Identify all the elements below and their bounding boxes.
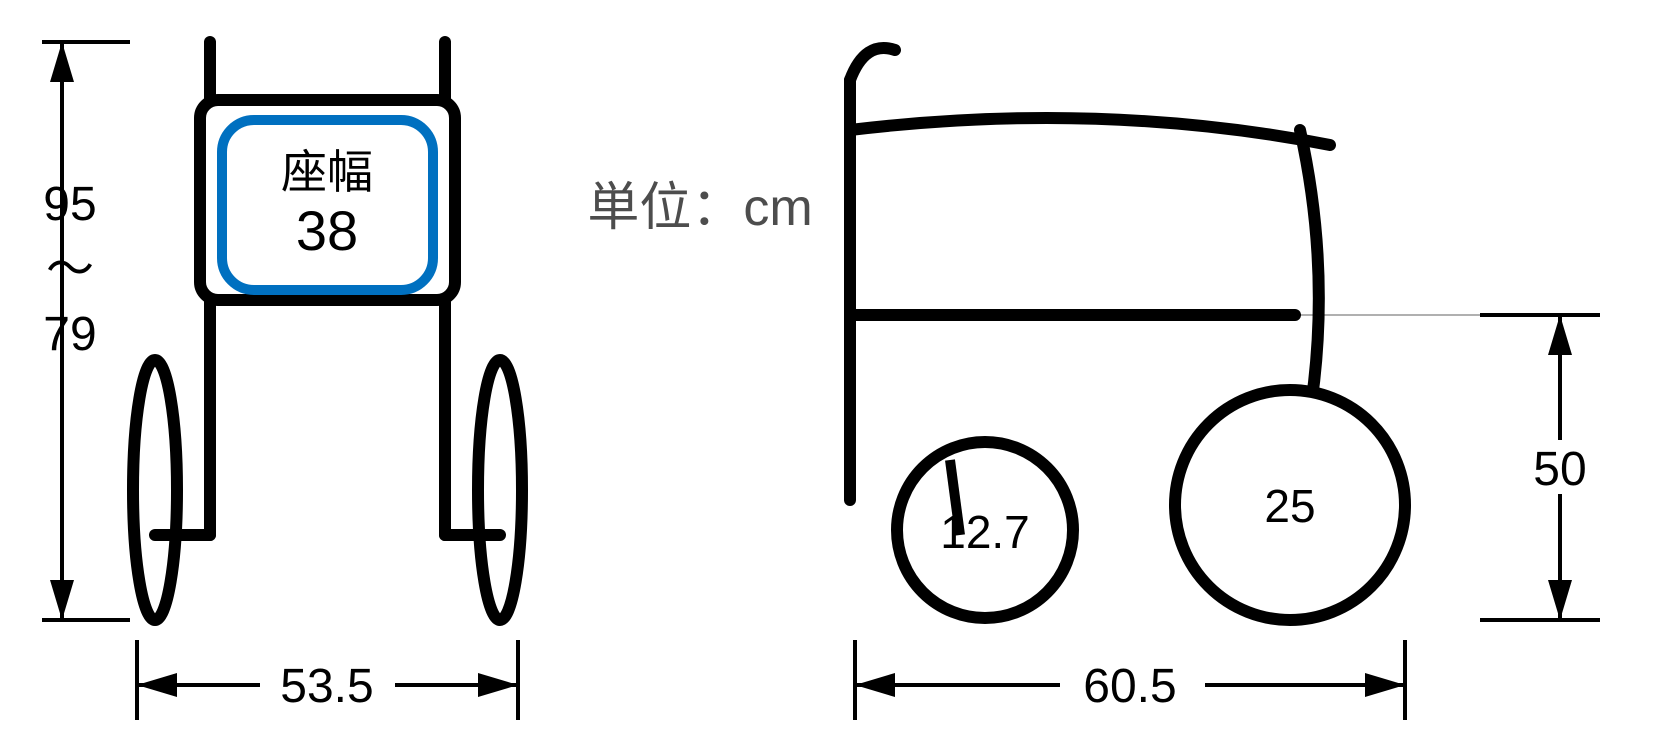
front-view-wheel-left (133, 360, 177, 620)
seat-width-label-1: 座幅 (281, 146, 373, 198)
height-value-tilde: 〜 (46, 243, 94, 296)
seat-height-value: 50 (1533, 443, 1586, 496)
unit-label: 単位：cm (587, 179, 812, 237)
dimension-diagram: 95 〜 79 座幅 38 53.5 単位：cm (0, 0, 1665, 735)
height-value-bottom: 79 (43, 308, 96, 361)
seat-width-label-2: 38 (296, 199, 358, 262)
length-value: 60.5 (1083, 660, 1176, 713)
width-value: 53.5 (280, 660, 373, 713)
height-value-top: 95 (43, 178, 96, 231)
rear-wheel-value: 25 (1264, 480, 1315, 532)
front-wheel-value: 12.7 (940, 506, 1030, 558)
front-view-wheel-right (478, 360, 522, 620)
